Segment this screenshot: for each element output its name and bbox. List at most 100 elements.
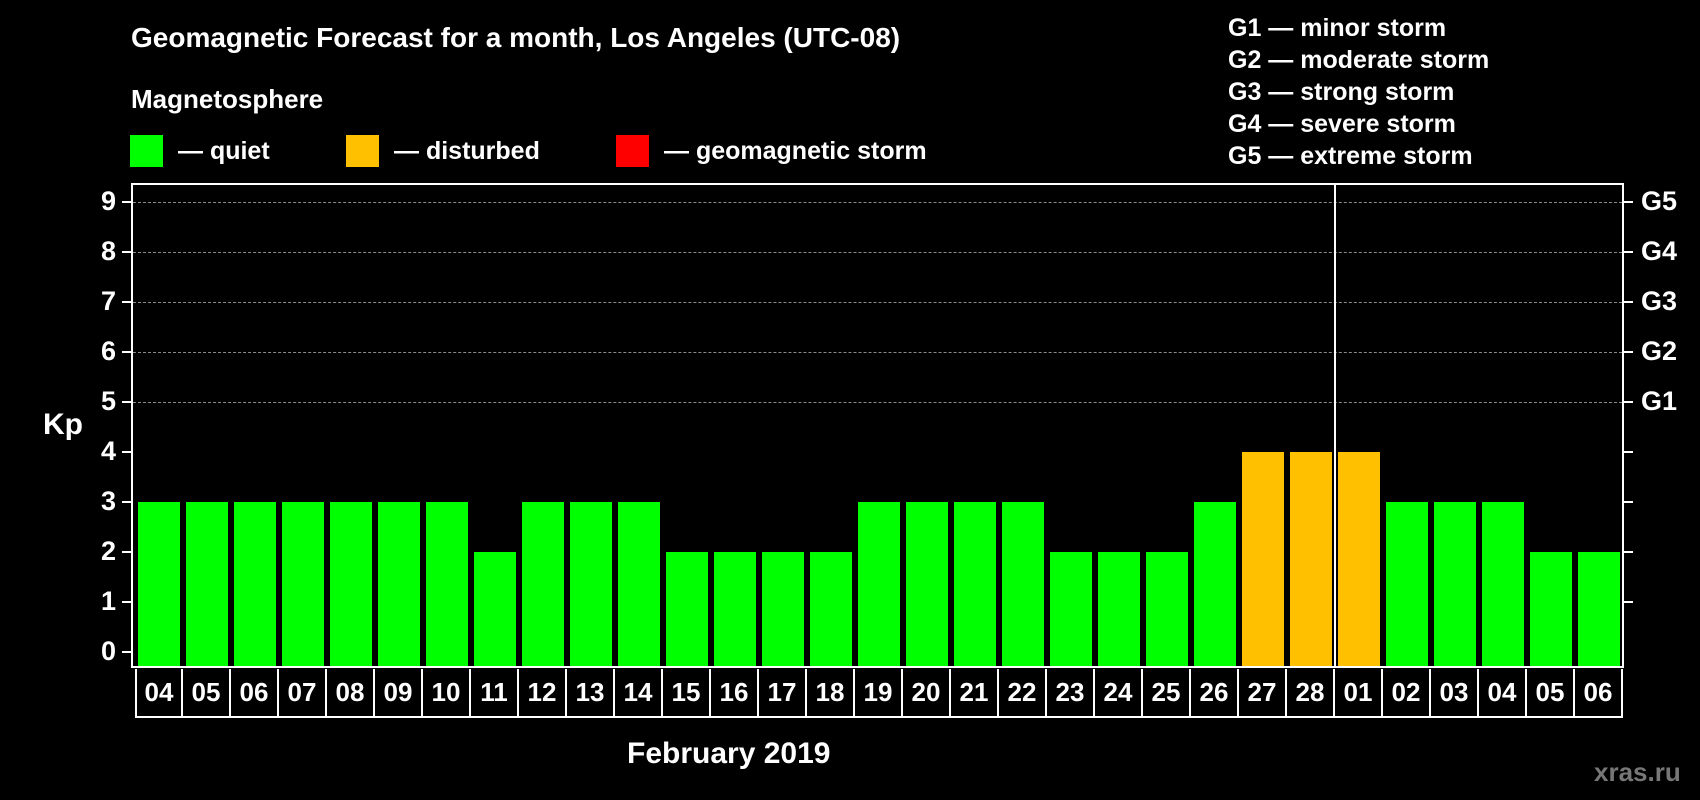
y-tick-label: 9 <box>100 186 116 216</box>
gridline <box>133 202 1622 203</box>
x-tick-label: 15 <box>663 669 711 718</box>
right-tick-mark <box>1624 251 1633 253</box>
storm-scale-g3: G3 — strong storm <box>1228 78 1455 106</box>
bar-13 <box>570 502 612 667</box>
bar-16 <box>714 552 756 667</box>
y-tick-mark <box>122 501 131 503</box>
y-tick-label: 0 <box>100 636 116 666</box>
right-tick-mark <box>1624 351 1633 353</box>
swatch-disturbed-icon <box>346 135 379 167</box>
storm-scale-g4: G4 — severe storm <box>1228 110 1456 138</box>
month-divider <box>1334 183 1336 668</box>
plot-frame <box>131 183 1624 668</box>
x-tick-label: 06 <box>1575 669 1623 718</box>
x-tick-label: 14 <box>615 669 663 718</box>
x-tick-label: 22 <box>999 669 1047 718</box>
x-tick-label: 28 <box>1287 669 1335 718</box>
right-tick-mark <box>1624 601 1633 603</box>
y-tick-mark <box>122 651 131 653</box>
bar-11 <box>474 552 516 667</box>
y-tick-mark <box>122 301 131 303</box>
y-tick-label: 6 <box>100 336 116 366</box>
x-tick-label: 11 <box>471 669 519 718</box>
y-tick-mark <box>122 351 131 353</box>
storm-scale-g1: G1 — minor storm <box>1228 14 1447 42</box>
bar-23 <box>1050 552 1092 667</box>
x-tick-label: 05 <box>1527 669 1575 718</box>
bar-27 <box>1242 452 1284 667</box>
storm-level-tick-label: G1 <box>1641 386 1678 416</box>
gridline <box>133 402 1622 403</box>
x-tick-label: 05 <box>183 669 231 718</box>
y-tick-label: 2 <box>100 536 116 566</box>
x-tick-label: 24 <box>1095 669 1143 718</box>
watermark: xras.ru <box>1594 757 1681 787</box>
bar-04 <box>138 502 180 667</box>
y-tick-mark <box>122 451 131 453</box>
y-tick-label: 4 <box>100 436 116 466</box>
bar-09 <box>378 502 420 667</box>
legend-heading: Magnetosphere <box>131 84 324 114</box>
x-tick-label: 09 <box>375 669 423 718</box>
bar-10 <box>426 502 468 667</box>
chart-title: Geomagnetic Forecast for a month, Los An… <box>131 22 901 53</box>
storm-level-tick-label: G3 <box>1641 286 1678 316</box>
x-tick-label: 13 <box>567 669 615 718</box>
x-tick-label: 07 <box>279 669 327 718</box>
legend-label: — disturbed <box>394 136 540 165</box>
y-tick-mark <box>122 551 131 553</box>
x-tick-label: 02 <box>1383 669 1431 718</box>
y-axis-title: Kp <box>43 408 83 441</box>
bar-08 <box>330 502 372 667</box>
right-tick-mark <box>1624 501 1633 503</box>
x-tick-label: 04 <box>135 669 183 718</box>
bar-25 <box>1146 552 1188 667</box>
bar-28 <box>1290 452 1332 667</box>
y-tick-label: 3 <box>100 486 116 516</box>
legend-label: — geomagnetic storm <box>664 136 927 165</box>
y-tick-label: 1 <box>100 586 116 616</box>
bar-06 <box>234 502 276 667</box>
bar-12 <box>522 502 564 667</box>
x-tick-label: 17 <box>759 669 807 718</box>
bar-05 <box>1530 552 1572 667</box>
bar-04 <box>1482 502 1524 667</box>
x-tick-label: 27 <box>1239 669 1287 718</box>
legend-label: — quiet <box>178 136 270 165</box>
legend-item-disturbed: — disturbed <box>346 135 540 167</box>
bar-20 <box>906 502 948 667</box>
x-tick-label: 21 <box>951 669 999 718</box>
storm-scale-g5: G5 — extreme storm <box>1228 142 1473 170</box>
y-tick-mark <box>122 201 131 203</box>
right-tick-mark <box>1624 451 1633 453</box>
x-axis-labels: 04 05 06 07 08 09 10 11 12 13 14 15 16 17 18 19 20 21 22 23… <box>135 669 1623 718</box>
gridline <box>133 352 1622 353</box>
bar-05 <box>186 502 228 667</box>
bar-02 <box>1386 502 1428 667</box>
y-tick-mark <box>122 251 131 253</box>
x-tick-label: 19 <box>855 669 903 718</box>
bar-14 <box>618 502 660 667</box>
x-tick-label: 01 <box>1335 669 1383 718</box>
x-tick-label: 23 <box>1047 669 1095 718</box>
x-tick-label: 16 <box>711 669 759 718</box>
bar-18 <box>810 552 852 667</box>
y-tick-label: 8 <box>100 236 116 266</box>
swatch-storm-icon <box>616 135 649 167</box>
x-tick-label: 25 <box>1143 669 1191 718</box>
y-tick-mark <box>122 401 131 403</box>
storm-scale-g2: G2 — moderate storm <box>1228 46 1490 74</box>
x-axis-title: February 2019 <box>627 737 831 770</box>
bar-26 <box>1194 502 1236 667</box>
y-tick-mark <box>122 601 131 603</box>
right-tick-mark <box>1624 201 1633 203</box>
legend-item-quiet: — quiet <box>130 135 270 167</box>
storm-level-tick-label: G2 <box>1641 336 1678 366</box>
storm-level-tick-label: G5 <box>1641 186 1678 216</box>
swatch-quiet-icon <box>130 135 163 167</box>
gridline <box>133 252 1622 253</box>
storm-level-tick-label: G4 <box>1641 236 1678 266</box>
x-tick-label: 20 <box>903 669 951 718</box>
x-tick-label: 12 <box>519 669 567 718</box>
bar-15 <box>666 552 708 667</box>
